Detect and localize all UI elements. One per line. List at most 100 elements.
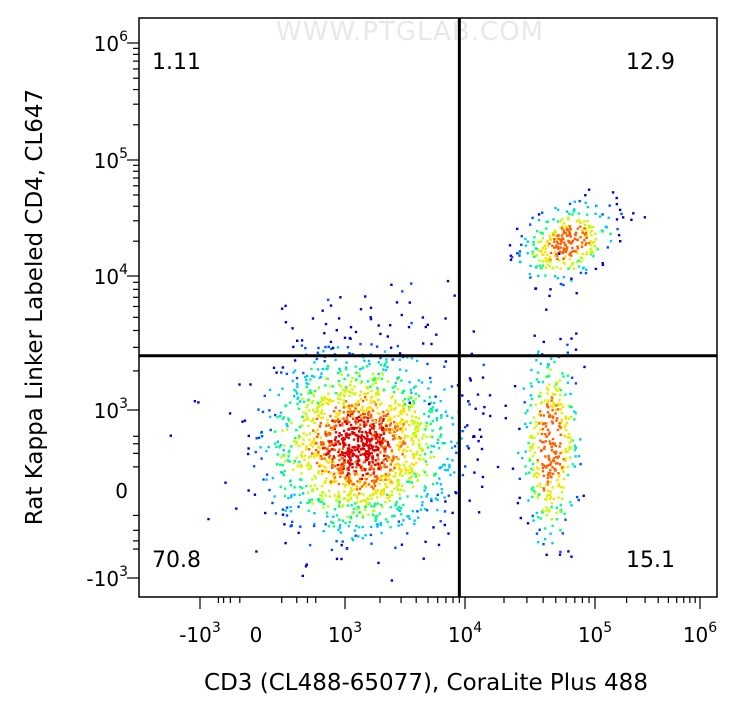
event-dot <box>340 451 344 454</box>
event-dot <box>558 445 561 448</box>
event-dot <box>326 505 330 508</box>
event-dot <box>561 450 564 454</box>
event-dot <box>555 462 558 465</box>
event-dot <box>439 427 442 431</box>
event-dot <box>235 507 238 510</box>
event-dot <box>529 264 532 268</box>
event-dot <box>324 384 327 387</box>
event-dot <box>406 480 409 483</box>
event-dot <box>567 234 570 237</box>
event-dot <box>307 463 310 467</box>
event-dot <box>420 495 423 499</box>
event-dot <box>341 424 344 427</box>
event-dot <box>344 366 348 369</box>
event-dot <box>558 422 561 425</box>
event-dot <box>562 222 566 225</box>
event-dot <box>326 402 330 405</box>
event-dot <box>547 489 550 492</box>
event-dot <box>281 471 284 475</box>
event-dot <box>481 485 484 488</box>
event-dot <box>489 414 492 418</box>
event-dot <box>378 393 381 396</box>
event-dot <box>352 417 355 420</box>
event-dot <box>405 421 409 424</box>
event-dot <box>395 479 399 482</box>
event-dot <box>287 451 290 454</box>
event-dot <box>586 213 589 216</box>
event-dot <box>289 479 292 482</box>
event-dot <box>281 417 284 420</box>
event-dot <box>601 213 604 216</box>
event-dot <box>327 345 330 348</box>
quadrant-label-bottom-right: 15.1 <box>626 548 675 573</box>
event-dot <box>573 465 576 468</box>
event-dot <box>408 465 412 468</box>
event-dot <box>545 386 549 390</box>
event-dot <box>350 413 353 416</box>
event-dot <box>392 408 395 411</box>
event-dot <box>399 488 403 492</box>
event-dot <box>435 333 438 336</box>
event-dot <box>268 415 272 419</box>
event-dot <box>356 459 359 463</box>
event-dot <box>355 426 358 430</box>
event-dot <box>313 411 317 414</box>
event-dot <box>369 316 372 319</box>
event-dot <box>453 294 456 297</box>
event-dot <box>412 485 415 489</box>
event-dot <box>438 477 441 480</box>
event-dot <box>535 265 538 268</box>
event-dot <box>289 505 292 509</box>
event-dot <box>394 406 397 409</box>
event-dot <box>307 448 311 451</box>
event-dot <box>405 413 409 416</box>
event-dot <box>346 346 350 349</box>
event-dot <box>552 403 555 406</box>
event-dot <box>562 275 566 279</box>
event-dot <box>319 421 322 425</box>
event-dot <box>364 485 368 488</box>
event-dot <box>310 452 314 455</box>
event-dot <box>370 452 373 455</box>
y-tick-label-4: 105 <box>94 146 128 173</box>
event-dot <box>556 257 559 261</box>
event-dot <box>306 501 309 505</box>
event-dot <box>570 555 573 558</box>
event-dot <box>539 428 542 431</box>
event-dot <box>539 362 542 365</box>
event-dot <box>362 453 365 456</box>
event-dot <box>609 240 613 243</box>
event-dot <box>355 488 359 491</box>
event-dot <box>318 424 322 427</box>
event-dot <box>368 428 372 431</box>
event-dot <box>382 489 385 492</box>
event-dot <box>340 434 343 437</box>
event-dot <box>448 463 451 467</box>
event-dot <box>568 441 571 444</box>
event-dot <box>357 526 361 529</box>
event-dot <box>577 259 580 263</box>
event-dot <box>547 406 550 409</box>
event-dot <box>431 429 434 432</box>
event-dot <box>333 438 337 441</box>
event-dot <box>317 470 320 473</box>
x-axis-title: CD3 (CL488-65077), CoraLite Plus 488 <box>204 670 648 696</box>
event-dot <box>435 417 439 420</box>
event-dot <box>335 419 338 422</box>
event-dot <box>331 458 334 461</box>
event-dot <box>308 409 311 412</box>
event-dot <box>562 465 565 468</box>
event-dot <box>547 457 551 460</box>
event-dot <box>379 477 382 480</box>
event-dot <box>323 332 326 335</box>
event-dot <box>347 436 350 440</box>
event-dot <box>594 267 598 271</box>
event-dot <box>403 421 406 424</box>
event-dot <box>425 421 428 424</box>
event-dot <box>343 475 346 478</box>
event-dot <box>358 459 361 462</box>
event-dot <box>344 477 347 480</box>
event-dot <box>379 363 383 367</box>
event-dot <box>559 337 562 341</box>
event-dot <box>531 486 534 489</box>
